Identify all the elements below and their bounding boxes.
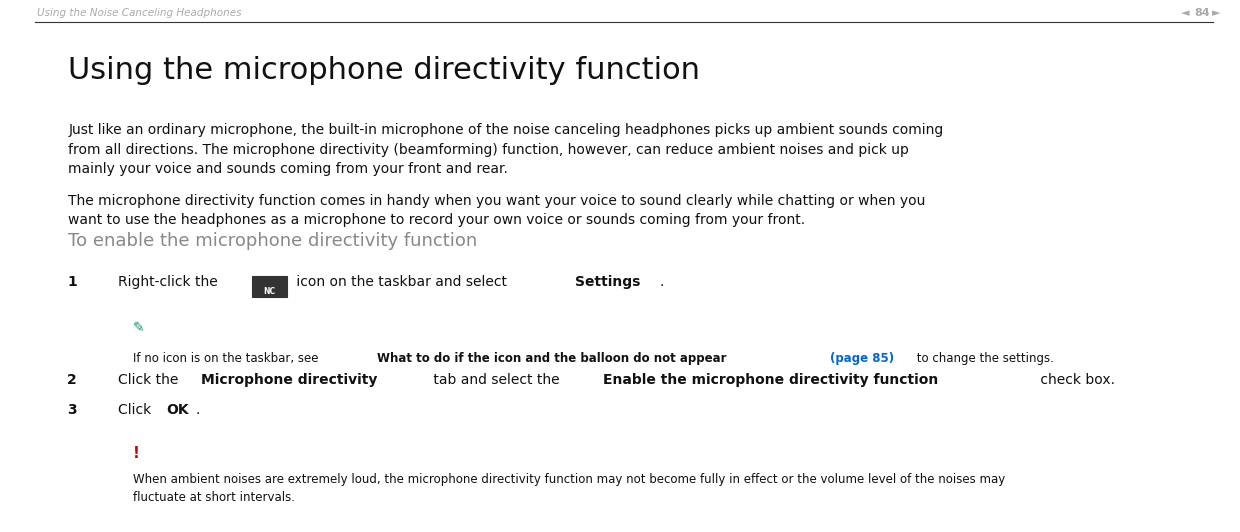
Text: .: . [196, 403, 200, 417]
Text: check box.: check box. [1035, 373, 1115, 387]
Text: to change the settings.: to change the settings. [913, 352, 1054, 364]
Text: Just like an ordinary microphone, the built-in microphone of the noise canceling: Just like an ordinary microphone, the bu… [68, 123, 944, 177]
Text: ◄: ◄ [1180, 8, 1189, 18]
Text: When ambient noises are extremely loud, the microphone directivity function may : When ambient noises are extremely loud, … [133, 473, 1004, 504]
Text: tab and select the: tab and select the [429, 373, 564, 387]
Text: To enable the microphone directivity function: To enable the microphone directivity fun… [68, 232, 477, 251]
FancyBboxPatch shape [252, 276, 286, 297]
Text: Using the microphone directivity function: Using the microphone directivity functio… [68, 56, 701, 85]
Text: Click the: Click the [118, 373, 182, 387]
Text: The microphone directivity function comes in handy when you want your voice to s: The microphone directivity function come… [68, 194, 925, 227]
Text: 3: 3 [67, 403, 77, 417]
Text: NC: NC [263, 287, 275, 296]
Text: Microphone directivity: Microphone directivity [201, 373, 378, 387]
Text: (page 85): (page 85) [831, 352, 894, 364]
Text: Right-click the: Right-click the [118, 275, 222, 289]
Text: .: . [660, 275, 663, 289]
Text: !: ! [133, 446, 140, 461]
Text: ►: ► [1211, 8, 1220, 18]
Text: Enable the microphone directivity function: Enable the microphone directivity functi… [603, 373, 939, 387]
Text: icon on the taskbar and select: icon on the taskbar and select [291, 275, 511, 289]
Text: 84: 84 [1194, 8, 1210, 18]
Text: Using the Noise Canceling Headphones: Using the Noise Canceling Headphones [37, 8, 242, 18]
Text: Settings: Settings [575, 275, 640, 289]
Text: OK: OK [166, 403, 188, 417]
Text: Click: Click [118, 403, 155, 417]
Text: What to do if the icon and the balloon do not appear: What to do if the icon and the balloon d… [377, 352, 727, 364]
Text: 1: 1 [67, 275, 77, 289]
Text: 2: 2 [67, 373, 77, 387]
Text: If no icon is on the taskbar, see: If no icon is on the taskbar, see [133, 352, 322, 364]
Text: ✎: ✎ [133, 321, 144, 335]
